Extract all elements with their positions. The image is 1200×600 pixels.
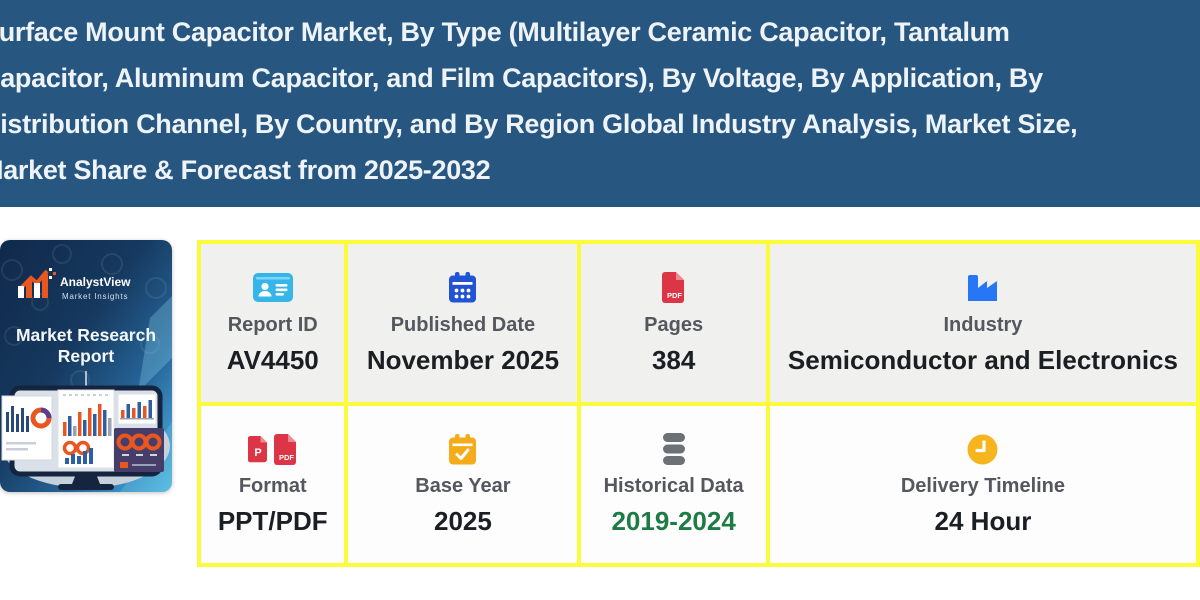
report-cover-illustration: AnalystView Market Insights Market Resea… <box>0 240 172 492</box>
analystview-logo-icon: AnalystView Market Insights <box>17 268 131 301</box>
clock-icon <box>967 432 998 466</box>
title-line-1: Surface Mount Capacitor Market, By Type … <box>0 17 1010 47</box>
title-line-2: Capacitor, Aluminum Capacitor, and Film … <box>0 63 1043 93</box>
info-cell-historical-data: Historical Data 2019-2024 <box>577 402 770 567</box>
published-date-label: Published Date <box>390 313 536 336</box>
svg-text:P: P <box>254 447 261 459</box>
calendar-icon <box>448 271 477 305</box>
factory-icon <box>967 271 998 305</box>
info-cell-report-id: Report ID AV4450 <box>196 240 349 406</box>
pdf-file-icon: PDF <box>661 271 686 305</box>
format-value: PPT/PDF <box>217 506 328 536</box>
cover-title-line-2: Report <box>58 346 115 366</box>
delivery-timeline-value: 24 Hour <box>934 506 1032 536</box>
report-id-label: Report ID <box>227 313 318 336</box>
calendar-check-icon <box>448 432 477 466</box>
title-line-4: Market Share & Forecast from 2025-2032 <box>0 155 491 185</box>
info-cell-industry: Industry Semiconductor and Electronics <box>765 240 1200 406</box>
info-cell-published-date: Published Date November 2025 <box>344 240 582 406</box>
info-cell-pages: PDF Pages 384 <box>577 240 770 406</box>
historical-data-value: 2019-2024 <box>611 506 736 536</box>
pages-value: 384 <box>651 344 696 375</box>
report-cover-image: AnalystView Market Insights Market Resea… <box>0 240 172 492</box>
brand-tagline: Market Insights <box>62 292 128 301</box>
info-cell-delivery-timeline: Delivery Timeline 24 Hour <box>765 402 1200 567</box>
monitor-illustration <box>1 385 170 490</box>
base-year-label: Base Year <box>415 475 511 497</box>
format-label: Format <box>238 475 307 497</box>
info-cell-base-year: Base Year 2025 <box>344 402 582 567</box>
cover-title-line-1: Market Research <box>16 325 156 345</box>
industry-value: Semiconductor and Electronics <box>787 344 1178 375</box>
report-info-table: Report ID AV4450 <box>196 240 1200 567</box>
ppt-pdf-file-icons: P PDF <box>247 432 298 466</box>
page-title: Surface Mount Capacitor Market, By Type … <box>0 9 1078 193</box>
info-table-row-2: P PDF Format PPT/PDF <box>196 402 1200 567</box>
svg-text:PDF: PDF <box>279 453 294 462</box>
brand-name: AnalystView <box>60 275 131 289</box>
report-id-value: AV4450 <box>226 344 319 375</box>
info-table-row-1: Report ID AV4450 <box>196 240 1200 406</box>
title-line-3: Distribution Channel, By Country, and By… <box>0 109 1078 139</box>
industry-label: Industry <box>943 313 1023 336</box>
database-icon <box>661 432 687 466</box>
svg-text:PDF: PDF <box>667 291 682 300</box>
delivery-timeline-label: Delivery Timeline <box>900 475 1066 497</box>
published-date-value: November 2025 <box>366 344 560 375</box>
historical-data-label: Historical Data <box>603 475 744 497</box>
id-card-icon <box>252 271 293 305</box>
base-year-value: 2025 <box>434 506 492 536</box>
info-cell-format: P PDF Format PPT/PDF <box>196 402 349 567</box>
report-title-banner: Surface Mount Capacitor Market, By Type … <box>0 0 1200 207</box>
pages-label: Pages <box>644 313 704 336</box>
